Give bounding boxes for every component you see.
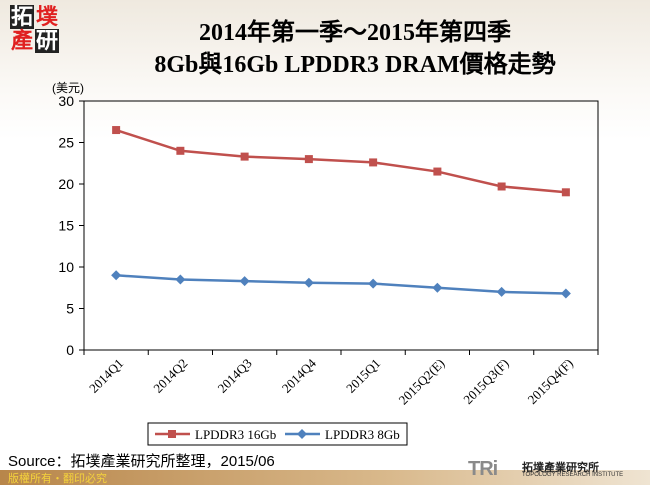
data-point xyxy=(432,282,443,293)
y-tick-label: 30 xyxy=(58,93,74,109)
x-tick-label: 2014Q3 xyxy=(215,356,255,396)
data-point xyxy=(303,277,314,288)
legend-marker xyxy=(297,429,307,439)
data-point xyxy=(304,155,313,164)
data-point xyxy=(112,126,121,135)
footer-bar: 版權所有‧翻印必究 xyxy=(0,470,650,485)
source-note: Source：拓墣產業研究所整理，2015/06 xyxy=(8,453,275,470)
x-tick-label: 2014Q4 xyxy=(279,355,320,396)
x-tick-label: 2014Q1 xyxy=(86,356,126,396)
y-tick-label: 0 xyxy=(66,342,74,358)
data-point xyxy=(433,167,442,176)
data-point xyxy=(176,146,185,155)
data-point xyxy=(496,286,507,297)
logo-char: 墣 xyxy=(35,4,58,29)
legend-marker xyxy=(168,430,176,438)
y-tick-label: 15 xyxy=(58,218,74,234)
copyright: 版權所有‧翻印必究 xyxy=(8,473,107,485)
x-tick-label: 2015Q1 xyxy=(343,356,383,396)
data-point xyxy=(561,188,570,197)
data-point xyxy=(369,158,378,167)
legend-label: LPDDR3 16Gb xyxy=(195,427,276,442)
data-point xyxy=(111,270,122,281)
y-tick-label: 10 xyxy=(58,259,74,275)
chart-title: 2014年第一季～2015年第四季 xyxy=(199,20,511,46)
series-line-1 xyxy=(116,274,566,295)
data-point xyxy=(368,278,379,289)
data-point xyxy=(239,276,250,287)
plot-area xyxy=(83,100,599,351)
brand-mark: TRi xyxy=(468,458,498,480)
data-point xyxy=(497,182,506,191)
data-point xyxy=(240,152,249,161)
y-tick-label: 20 xyxy=(58,176,74,192)
x-tick-label: 2015Q2(E) xyxy=(396,356,448,408)
logo: 拓 墣 產 研 xyxy=(10,5,60,53)
logo-char: 拓 xyxy=(10,4,34,29)
brand-name: 拓墣產業研究所 xyxy=(522,462,599,474)
y-axis-label: (美元) xyxy=(52,81,84,95)
x-tick-label: 2015Q4(F) xyxy=(525,356,576,407)
logo-char: 研 xyxy=(35,28,59,53)
data-point xyxy=(175,274,186,285)
y-tick-label: 5 xyxy=(66,301,74,317)
logo-char: 產 xyxy=(10,28,33,53)
y-tick-label: 25 xyxy=(58,135,74,151)
x-tick-label: 2014Q2 xyxy=(150,356,190,396)
x-tick-label: 2015Q3(F) xyxy=(460,356,511,407)
legend-label: LPDDR3 8Gb xyxy=(325,427,400,442)
data-point xyxy=(560,288,571,299)
series-line-0 xyxy=(115,128,566,194)
brand-sub: TOPOLOGY RESEARCH INSTITUTE xyxy=(522,472,624,478)
legend xyxy=(147,422,408,446)
chart-subtitle: 8Gb與16Gb LPDDR3 DRAM價格走勢 xyxy=(154,52,556,78)
